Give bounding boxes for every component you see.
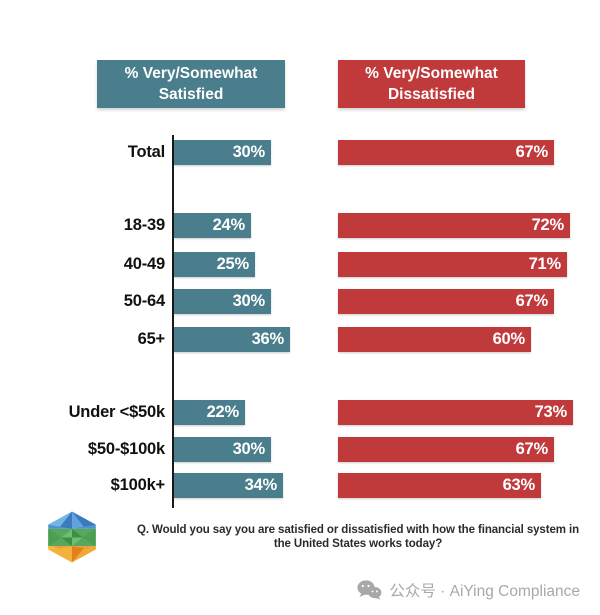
chart-row-income-under-50k: Under <$50k 22% 73% (0, 400, 600, 425)
bar-value-label: 67% (515, 440, 549, 458)
hexagon-cube-logo-icon (48, 511, 96, 563)
y-axis-line (172, 135, 174, 508)
dissatisfied-column-header: % Very/Somewhat Dissatisfied (338, 60, 525, 108)
satisfied-column-header: % Very/Somewhat Satisfied (97, 60, 285, 108)
bar-value-label: 25% (216, 255, 250, 273)
dissatisfied-bar: 67% (338, 140, 554, 165)
satisfied-bar: 34% (174, 473, 283, 498)
bar-value-label: 34% (244, 476, 278, 494)
category-label: Under <$50k (68, 403, 166, 421)
satisfied-bar: 22% (174, 400, 245, 425)
chart-row-income-100kplus: $100k+ 34% 63% (0, 473, 600, 498)
bar-value-label: 30% (232, 292, 266, 310)
satisfied-bar: 24% (174, 213, 251, 238)
satisfied-bar: 25% (174, 252, 255, 277)
dissatisfied-bar: 73% (338, 400, 573, 425)
bar-value-label: 24% (212, 216, 246, 234)
satisfied-bar: 36% (174, 327, 290, 352)
wechat-icon (357, 580, 382, 600)
dissatisfied-bar: 67% (338, 289, 554, 314)
bar-value-label: 73% (534, 403, 568, 421)
chart-row-total: Total 30% 67% (0, 140, 600, 165)
watermark-text: 公众号 · AiYing Compliance (389, 583, 580, 600)
dissatisfied-bar: 67% (338, 437, 554, 462)
bar-value-label: 63% (502, 476, 536, 494)
chart-row-age-18-39: 18-39 24% 72% (0, 213, 600, 238)
category-label: $50-$100k (87, 440, 165, 458)
category-label: 50-64 (123, 292, 165, 310)
satisfied-bar: 30% (174, 437, 271, 462)
chart-row-age-40-49: 40-49 25% 71% (0, 252, 600, 277)
chart-row-age-65plus: 65+ 36% 60% (0, 327, 600, 352)
category-label: $100k+ (110, 476, 166, 494)
bar-value-label: 71% (528, 255, 562, 273)
category-label: 65+ (137, 330, 166, 348)
satisfied-bar: 30% (174, 289, 271, 314)
satisfied-bar: 30% (174, 140, 271, 165)
bar-value-label: 36% (251, 330, 285, 348)
bar-value-label: 60% (492, 330, 526, 348)
watermark: 公众号 · AiYing Compliance (357, 579, 580, 601)
bar-value-label: 30% (232, 143, 266, 161)
dissatisfied-bar: 60% (338, 327, 531, 352)
chart-row-income-50-100k: $50-$100k 30% 67% (0, 437, 600, 462)
dissatisfied-bar: 72% (338, 213, 570, 238)
dissatisfied-bar: 71% (338, 252, 567, 277)
category-label: Total (127, 143, 165, 161)
bar-value-label: 72% (531, 216, 565, 234)
bar-value-label: 67% (515, 143, 549, 161)
bar-value-label: 22% (206, 403, 240, 421)
bar-value-label: 30% (232, 440, 266, 458)
category-label: 40-49 (123, 255, 165, 273)
bar-value-label: 67% (515, 292, 549, 310)
dissatisfied-bar: 63% (338, 473, 541, 498)
survey-question-text: Q. Would you say you are satisfied or di… (136, 524, 579, 550)
category-label: 18-39 (123, 216, 165, 234)
chart-row-age-50-64: 50-64 30% 67% (0, 289, 600, 314)
